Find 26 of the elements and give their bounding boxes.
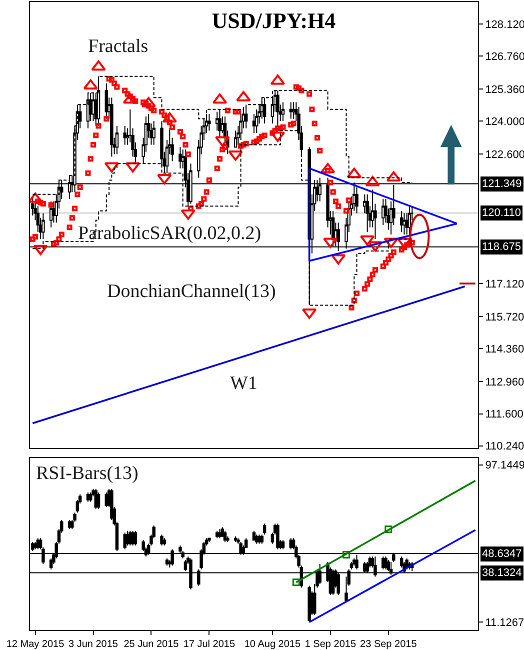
annotation: Fractals [88, 36, 148, 57]
ref-line-label: 118.675 [482, 241, 521, 253]
ref-line-label: 38.1324 [482, 567, 522, 579]
annotation: DonchianChannel(13) [107, 281, 276, 302]
x-tick-label: 25 Jun 2015 [124, 639, 180, 650]
y-tick-label: 11.1267 [485, 616, 524, 629]
x-tick-label: 3 Jun 2015 [68, 639, 118, 650]
annotation: ParabolicSAR(0.02,0.2) [78, 223, 262, 244]
x-tick-label: 17 Jul 2015 [183, 639, 236, 650]
y-tick-label: 114.360 [485, 344, 524, 356]
y-tick-label: 117.120 [485, 278, 524, 290]
x-tick-label: 1 Sep 2015 [304, 639, 356, 650]
y-tick-label: 112.960 [485, 376, 524, 389]
ref-line-label: 48.6347 [482, 548, 522, 560]
chart-title: USD/JPY:H4 [212, 8, 336, 33]
ref-line-label: 120.110 [482, 207, 521, 219]
y-tick-label: 115.720 [485, 311, 524, 324]
y-tick-label: 110.240 [485, 440, 524, 453]
ref-line-label: 121.349 [482, 178, 522, 190]
x-tick-label: 10 Aug 2015 [244, 639, 301, 650]
annotation: W1 [230, 373, 258, 394]
x-tick-label: 12 May 2015 [6, 639, 65, 650]
x-tick-label: 23 Sep 2015 [360, 639, 418, 650]
annotation: RSI-Bars(13) [36, 463, 138, 484]
y-tick-label: 111.600 [485, 408, 524, 421]
y-tick-label: 97.1449 [485, 460, 524, 472]
